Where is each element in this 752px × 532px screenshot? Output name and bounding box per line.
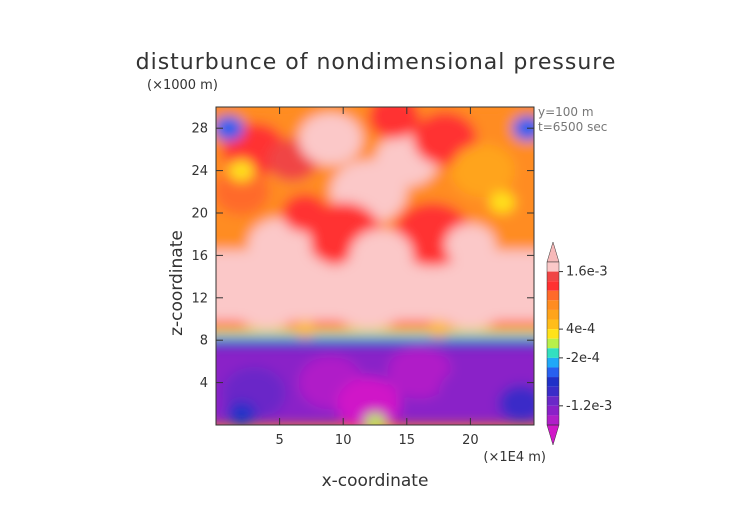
x-tick-label: 10 — [335, 433, 352, 448]
colorbar-segment — [547, 271, 559, 282]
colorbar-segment — [547, 290, 559, 301]
field-blob — [368, 107, 420, 139]
field-blob — [324, 255, 414, 330]
field-blob — [438, 366, 503, 420]
y-tick-label: 12 — [191, 291, 208, 306]
colorbar-segment — [547, 338, 559, 349]
colorbar-segment — [547, 300, 559, 310]
field-blob — [489, 191, 515, 213]
colorbar-segment — [547, 357, 559, 368]
field-blob — [216, 168, 270, 216]
field-blob — [282, 193, 328, 233]
field-blob — [444, 223, 496, 266]
field-blob — [226, 401, 257, 425]
plot-frame — [215, 106, 535, 426]
y-axis-label: z-coordinate — [167, 230, 187, 336]
colorbar-segment — [547, 405, 559, 416]
field-blob — [428, 321, 449, 339]
colorbar-segment — [547, 309, 559, 320]
field-blob — [364, 413, 386, 425]
chart-title: disturbunce of nondimensional pressure — [136, 50, 617, 75]
colorbar-segment — [547, 377, 559, 387]
contour-field — [216, 107, 534, 425]
field-blob — [387, 345, 452, 399]
annotation-time: t=6500 sec — [538, 120, 607, 134]
x-axis-label: x-coordinate — [322, 471, 429, 491]
y-tick-label: 28 — [191, 122, 208, 137]
field-blob — [451, 144, 515, 198]
y-tick-label: 4 — [200, 376, 208, 391]
colorbar-tick-label: 1.6e-3 — [566, 265, 608, 280]
y-axis-ticks: 4 8 12 16 20 24 28 — [191, 122, 534, 391]
colorbar-tick-label: 4e-4 — [566, 322, 595, 337]
colorbar-segment — [547, 329, 559, 339]
colorbar-segment — [547, 348, 559, 358]
colorbar-segment — [547, 262, 559, 272]
x-tick-label: 15 — [399, 433, 416, 448]
field-band — [216, 327, 534, 332]
colorbar-segment — [547, 367, 559, 378]
field-blob — [498, 384, 534, 423]
colorbar-tick-label: -2e-4 — [566, 351, 600, 366]
field-blob — [228, 266, 306, 330]
colorbar-top-arrow — [546, 241, 560, 263]
annotation-y: y=100 m — [538, 105, 594, 119]
x-tick-label: 20 — [462, 433, 479, 448]
field-band — [216, 340, 534, 347]
field-blob — [216, 115, 244, 141]
colorbar-segment — [547, 396, 559, 406]
field-band — [216, 335, 534, 341]
field-band — [216, 331, 534, 336]
colorbar-tick-label: -1.2e-3 — [566, 399, 612, 414]
colorbar-segment — [547, 386, 559, 397]
field-blob — [336, 377, 401, 425]
y-tick-label: 16 — [191, 249, 208, 264]
colorbar-frame — [546, 261, 560, 426]
y-tick-label: 24 — [191, 164, 208, 179]
field-blob — [228, 160, 255, 182]
x-tick-label: 5 — [275, 433, 283, 448]
field-blob — [432, 266, 509, 330]
colorbar-bottom-arrow — [546, 424, 560, 446]
colorbar-segment — [547, 415, 559, 425]
y-unit-label: (×1000 m) — [147, 78, 218, 93]
y-tick-label: 20 — [191, 207, 208, 222]
field-blob — [247, 218, 312, 272]
colorbar-segment — [547, 281, 559, 291]
field-blob — [512, 115, 534, 141]
field-blob — [294, 321, 316, 339]
colorbar: 1.6e-3 4e-4 -2e-4 -1.2e-3 — [546, 241, 612, 446]
x-axis-ticks: 5 10 15 20 — [275, 107, 479, 448]
colorbar-segment — [547, 319, 559, 330]
field-blob — [298, 112, 363, 166]
y-tick-label: 8 — [200, 334, 208, 349]
x-unit-label: (×1E4 m) — [483, 450, 546, 465]
